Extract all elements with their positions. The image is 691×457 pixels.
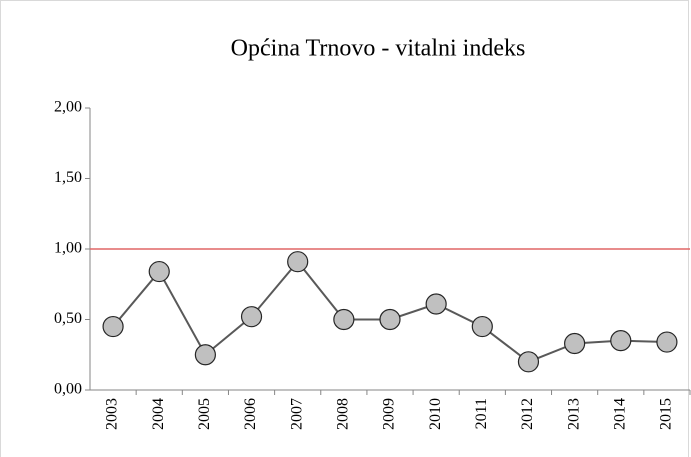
y-tick-label: 1,50: [54, 169, 82, 186]
x-tick-label: 2004: [150, 398, 167, 430]
y-tick-label: 0,50: [54, 310, 82, 327]
x-tick-label: 2011: [473, 398, 490, 429]
marker: [148, 260, 170, 283]
marker: [564, 332, 586, 355]
marker: [287, 251, 309, 273]
marker: [379, 308, 401, 331]
marker: [333, 308, 355, 331]
marker: [471, 315, 493, 338]
x-tick-label: 2015: [658, 398, 675, 430]
x-tick-label: 2012: [519, 398, 536, 430]
marker: [102, 315, 124, 338]
marker: [240, 306, 263, 328]
x-tick-label: 2013: [565, 398, 582, 430]
y-tick-label: 0,00: [54, 381, 82, 398]
marker: [517, 351, 540, 373]
x-tick-label: 2007: [288, 398, 305, 430]
y-tick-label: 2,00: [54, 99, 82, 116]
chart-title: Općina Trnovo - vitalni indeks: [231, 36, 526, 62]
marker: [610, 330, 632, 352]
marker: [656, 331, 678, 353]
x-tick-label: 2006: [242, 398, 259, 430]
x-tick-label: 2003: [104, 398, 121, 430]
x-tick-label: 2005: [196, 398, 213, 430]
marker: [425, 293, 447, 315]
x-tick-label: 2014: [611, 398, 628, 430]
x-tick-label: 2010: [427, 398, 444, 430]
y-tick-label: 1,00: [54, 240, 82, 257]
marker: [194, 344, 216, 366]
x-tick-label: 2008: [335, 398, 352, 430]
x-tick-label: 2009: [381, 398, 398, 430]
